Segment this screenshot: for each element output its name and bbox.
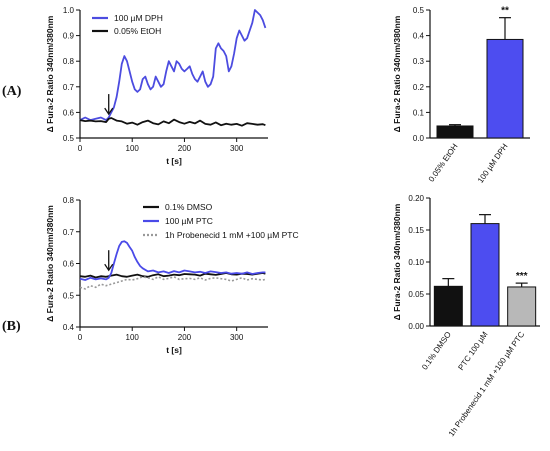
legend-label-1: 100 µM PTC	[165, 216, 213, 226]
x-tick-label: 0	[78, 333, 83, 342]
y-axis-title: Δ Fura-2 Ratio 340nm/380nm	[45, 15, 55, 132]
bar	[486, 38, 524, 139]
y-tick-label: 0.7	[63, 83, 75, 92]
bar	[433, 285, 463, 327]
category-label: 0.1% DMSO	[420, 330, 453, 372]
y-tick-label: 0.5	[63, 134, 75, 143]
category-label: 1h Probenecid 1 mM +100 µM PTC	[447, 330, 527, 438]
chart-a-bar: 0.0 0.1 0.2 0.3 0.4 0.5 Δ Fura-2 Ratio 340nm/3…	[392, 6, 530, 185]
x-tick-label: 0	[78, 144, 83, 153]
y-tick-label: 1.0	[63, 6, 75, 15]
bar	[470, 223, 500, 327]
y-tick-label: 0.2	[413, 83, 425, 92]
y-tick-label: 0.3	[413, 57, 425, 66]
series-line-1	[79, 117, 266, 127]
y-tick-label: 0.5	[413, 6, 425, 15]
series-line-1	[79, 240, 266, 281]
y-axis-title: Δ Fura-2 Ratio 340nm/380nm	[392, 203, 402, 320]
x-tick-label: 100	[126, 144, 140, 153]
y-tick-label: 0.0	[413, 134, 425, 143]
y-tick-label: 0.6	[63, 260, 75, 269]
y-tick-label: 0.5	[63, 291, 75, 300]
legend-label-2: 1h Probenecid 1 mM +100 µM PTC	[165, 230, 299, 240]
x-axis-title: t [s]	[166, 156, 182, 166]
y-tick-label: 0.4	[63, 323, 75, 332]
stimulus-arrow-head	[104, 263, 114, 272]
y-tick-label: 0.00	[408, 322, 424, 331]
category-label: 0.05% EtOH	[427, 142, 460, 184]
x-tick-label: 200	[178, 144, 192, 153]
y-tick-label: 0.6	[63, 108, 75, 117]
x-tick-label: 300	[230, 333, 244, 342]
chart-b-bar: 0.00 0.05 0.10 0.15 0.20 Δ Fura-2 Ratio 340nm…	[392, 194, 540, 438]
legend-label-1: 0.05% EtOH	[114, 26, 161, 36]
y-tick-label: 0.10	[408, 258, 424, 267]
chart-a-trace: 0.5 0.6 0.7 0.8 0.9 1.0 0 100 200 300 t [s] Δ Fura-…	[45, 6, 268, 166]
y-tick-label: 0.8	[63, 196, 75, 205]
y-tick-label: 0.05	[408, 290, 424, 299]
category-label: 100 µM DPH	[476, 142, 510, 185]
bar	[507, 286, 537, 327]
series-line-0	[79, 272, 266, 279]
x-tick-label: 100	[126, 333, 140, 342]
y-tick-label: 0.4	[413, 32, 425, 41]
significance-marker: **	[501, 6, 509, 17]
y-tick-label: 0.8	[63, 57, 75, 66]
series-line-0	[79, 9, 267, 121]
stimulus-arrow-head	[104, 107, 114, 116]
x-tick-label: 200	[178, 333, 192, 342]
y-tick-label: 0.9	[63, 32, 75, 41]
x-tick-label: 300	[230, 144, 244, 153]
x-axis-title: t [s]	[166, 345, 182, 355]
y-tick-label: 0.1	[413, 108, 425, 117]
series-line-2	[79, 275, 266, 290]
panel-label-a: (A)	[2, 84, 22, 99]
legend-label-0: 0.1% DMSO	[165, 202, 213, 212]
y-tick-label: 0.15	[408, 226, 424, 235]
category-label: PTC 100 µM	[456, 330, 489, 372]
significance-marker: ***	[516, 271, 528, 282]
y-axis-title: Δ Fura-2 Ratio 340nm/380nm	[45, 205, 55, 322]
y-tick-label: 0.7	[63, 228, 75, 237]
legend-label-0: 100 µM DPH	[114, 13, 163, 23]
bar	[436, 125, 474, 139]
panel-label-b: (B)	[2, 319, 21, 334]
chart-b-trace: 0.4 0.5 0.6 0.7 0.8 0 100 200 300 t [s] Δ Fura-2 R…	[45, 196, 299, 355]
y-axis-title: Δ Fura-2 Ratio 340nm/380nm	[392, 15, 402, 132]
y-tick-label: 0.20	[408, 194, 424, 203]
